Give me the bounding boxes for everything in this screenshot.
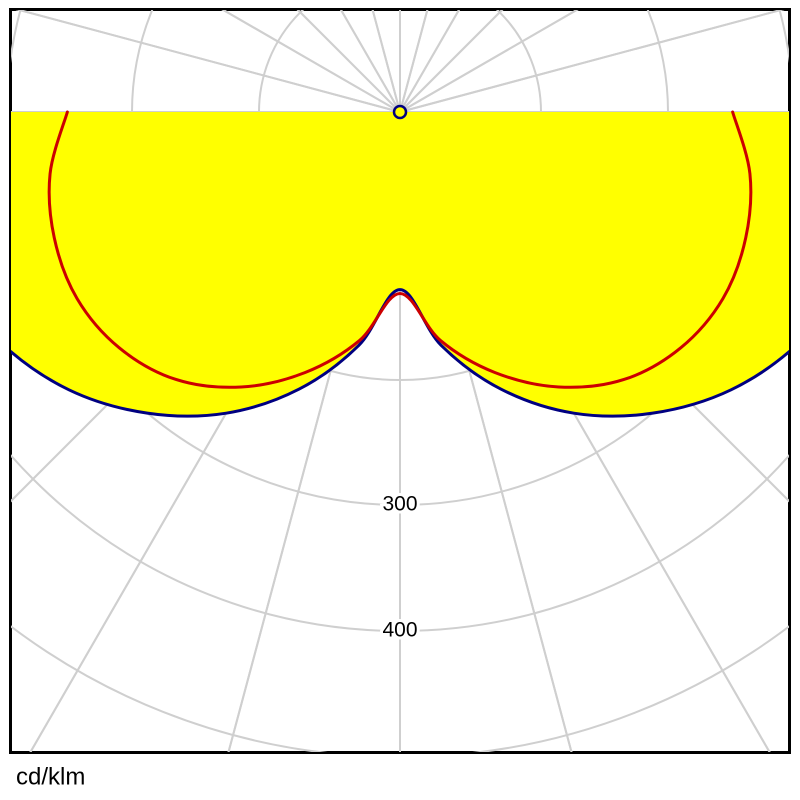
grid-spoke--120 [221,10,401,113]
unit-label: cd/klm [16,763,85,790]
series-fill-0 [11,112,789,417]
origin-marker-group [392,104,408,120]
radial-tick-labels: 300 400 [379,490,420,645]
grid-spoke--105 [15,10,401,113]
series-curve-red [47,110,753,389]
grid-spoke-120 [399,10,579,113]
series-group [11,110,789,418]
series-curve-blue [11,288,789,418]
origin-point-marker [392,104,408,120]
grid-spoke-105 [399,10,785,113]
radial-tick-label-300: 300 [382,493,417,516]
radial-tick-label-400: 400 [382,619,417,642]
